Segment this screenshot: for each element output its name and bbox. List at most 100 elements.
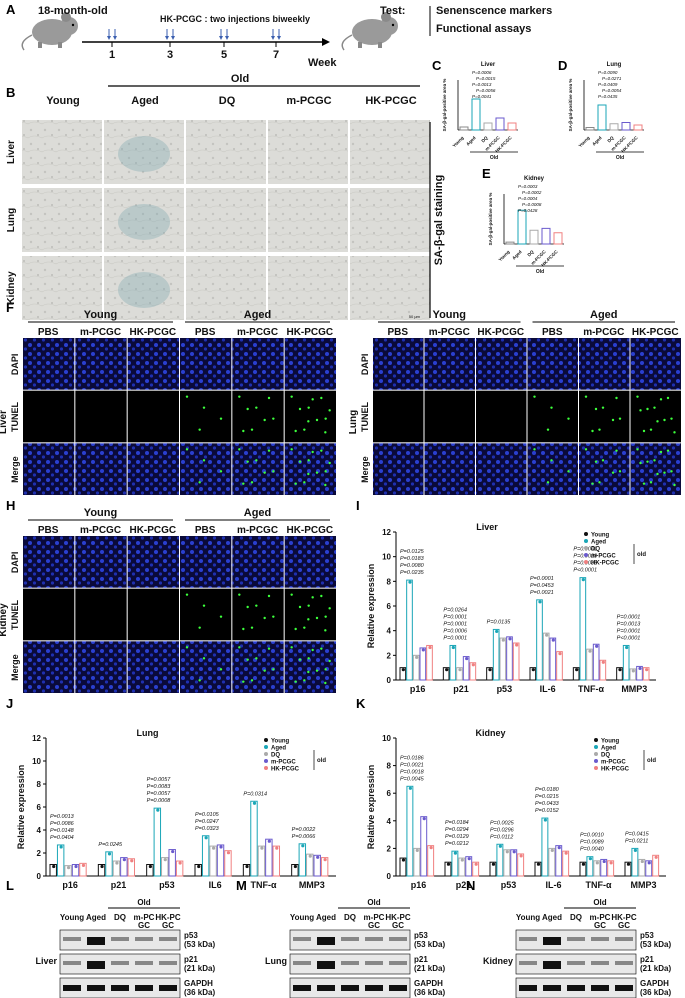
- bar: [483, 122, 493, 131]
- band: [567, 985, 585, 991]
- gene-label: p16: [62, 880, 78, 890]
- row-header: TUNEL: [10, 402, 20, 432]
- legend-label: HK-PCGC: [271, 767, 300, 773]
- lane-label: GC: [594, 921, 606, 930]
- p-value: P=0.0041: [472, 94, 492, 99]
- gene-label: IL-6: [545, 880, 561, 890]
- bar: [64, 865, 72, 877]
- band: [519, 985, 537, 991]
- tick-label: Aged: [511, 249, 523, 261]
- bar: [507, 122, 517, 131]
- data-point: [588, 857, 592, 861]
- tick-label: DQ: [480, 135, 489, 144]
- col-header: m-PCGC: [237, 327, 278, 338]
- p-value: P=0.0404: [50, 835, 74, 841]
- expression-chart: Lung 0 2 4 6 8 10 12 Relative expression p16 P=0.0…: [16, 728, 336, 890]
- band: [543, 961, 561, 969]
- legend-marker: [264, 759, 268, 763]
- legend-marker: [584, 539, 588, 543]
- col-header: PBS: [387, 327, 408, 338]
- band: [317, 937, 335, 945]
- micrograph: [186, 120, 266, 184]
- y-tick: 6: [37, 803, 42, 812]
- bar: [638, 858, 646, 877]
- chart-title: Liver: [481, 62, 496, 68]
- gene-label: p16: [411, 880, 427, 890]
- mouse-icon: [341, 12, 398, 51]
- data-point: [471, 663, 475, 667]
- panel-label-m: M: [236, 878, 247, 893]
- bar: [427, 845, 435, 877]
- bar: [444, 861, 452, 877]
- band-size: (21 kDa): [640, 964, 671, 973]
- fluorescence-image: [180, 588, 232, 641]
- fluorescence-image: [232, 536, 284, 588]
- data-point: [558, 652, 562, 656]
- bar: [153, 807, 162, 877]
- bar: [442, 667, 450, 681]
- fluorescence-image: [476, 338, 527, 390]
- legend-label: Young: [591, 533, 610, 539]
- data-point: [245, 864, 249, 869]
- y-tick: 0: [387, 872, 392, 881]
- data-point: [178, 861, 182, 865]
- bar: [168, 849, 176, 877]
- lane-label: HK-PC: [155, 913, 181, 922]
- data-point: [422, 817, 426, 821]
- micrograph: [350, 120, 430, 184]
- lane-label: m-PC: [134, 913, 155, 922]
- y-tick: 8: [37, 780, 42, 789]
- data-point: [460, 858, 464, 862]
- bar: [486, 667, 493, 681]
- fluorescence-image: [232, 390, 284, 443]
- p-value: P=0.0013: [472, 82, 492, 87]
- band: [389, 937, 407, 941]
- fluorescence-image: [127, 641, 179, 693]
- p-value: P=0.0245: [98, 842, 123, 848]
- fluorescence-image: [424, 443, 475, 495]
- bar: [553, 232, 563, 245]
- fluorescence-image: [127, 536, 179, 588]
- fluorescence-image: [127, 588, 179, 641]
- p-value: P=0.0021: [530, 590, 554, 596]
- y-axis-label: Relative expression: [366, 765, 376, 850]
- group-label: Young: [433, 309, 466, 321]
- bar: [79, 862, 87, 877]
- bar: [265, 838, 273, 877]
- data-point: [301, 844, 305, 848]
- gene-label: p53: [501, 880, 517, 890]
- legend-marker: [594, 738, 598, 742]
- panel-label-b: B: [6, 85, 15, 100]
- fluorescence-image: [75, 390, 127, 443]
- lane-label: DQ: [570, 913, 582, 922]
- panel-label-j: J: [6, 696, 13, 711]
- fluorescence-image: [284, 536, 336, 588]
- band: [87, 937, 105, 945]
- y-tick: 12: [382, 528, 391, 537]
- p-value: P=0.0018: [400, 769, 425, 775]
- week-tick: 1: [109, 49, 115, 61]
- band: [365, 937, 383, 941]
- bar: [529, 229, 539, 245]
- gene-label: p53: [497, 684, 513, 694]
- band-size: (53 kDa): [640, 940, 671, 949]
- p-value: P=0.0211: [625, 838, 648, 844]
- fluorescence-image: [630, 443, 681, 495]
- p-value: P=0.0148: [50, 828, 75, 834]
- micrograph: [350, 256, 430, 320]
- p-value: P=0.0212: [445, 841, 469, 847]
- micrograph: [268, 188, 348, 252]
- bar: [496, 843, 504, 877]
- gene-label: MMP3: [299, 880, 325, 890]
- fluorescence-image: [373, 443, 424, 495]
- p-value: P=0.0409: [598, 82, 618, 87]
- legend-label: Young: [271, 739, 290, 745]
- bar: [449, 644, 457, 681]
- old-label: Old: [137, 898, 150, 907]
- data-point: [107, 852, 112, 856]
- panel-label-e: E: [482, 166, 491, 181]
- bar: [250, 800, 258, 877]
- bar: [572, 667, 580, 681]
- p-value: P=0.0010: [580, 833, 605, 839]
